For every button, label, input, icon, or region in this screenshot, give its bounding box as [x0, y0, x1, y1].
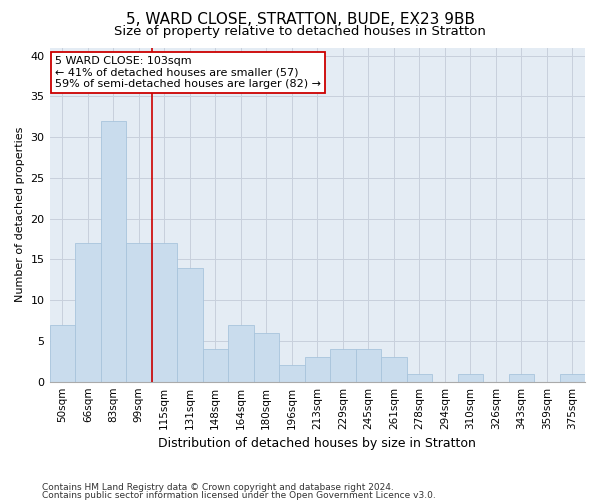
Bar — [152, 243, 177, 382]
Bar — [75, 243, 101, 382]
Bar — [509, 374, 534, 382]
Bar — [50, 324, 75, 382]
Bar — [560, 374, 585, 382]
Bar — [177, 268, 203, 382]
Bar — [228, 324, 254, 382]
Bar — [458, 374, 483, 382]
Bar — [381, 357, 407, 382]
Bar — [101, 121, 126, 382]
Bar — [356, 349, 381, 382]
Text: Contains HM Land Registry data © Crown copyright and database right 2024.: Contains HM Land Registry data © Crown c… — [42, 484, 394, 492]
Bar — [203, 349, 228, 382]
Bar — [305, 357, 330, 382]
Bar — [279, 366, 305, 382]
Bar — [254, 333, 279, 382]
Text: Size of property relative to detached houses in Stratton: Size of property relative to detached ho… — [114, 25, 486, 38]
Bar — [330, 349, 356, 382]
Text: 5, WARD CLOSE, STRATTON, BUDE, EX23 9BB: 5, WARD CLOSE, STRATTON, BUDE, EX23 9BB — [125, 12, 475, 28]
X-axis label: Distribution of detached houses by size in Stratton: Distribution of detached houses by size … — [158, 437, 476, 450]
Y-axis label: Number of detached properties: Number of detached properties — [15, 127, 25, 302]
Bar — [126, 243, 152, 382]
Text: Contains public sector information licensed under the Open Government Licence v3: Contains public sector information licen… — [42, 491, 436, 500]
Bar — [407, 374, 432, 382]
Text: 5 WARD CLOSE: 103sqm
← 41% of detached houses are smaller (57)
59% of semi-detac: 5 WARD CLOSE: 103sqm ← 41% of detached h… — [55, 56, 321, 89]
